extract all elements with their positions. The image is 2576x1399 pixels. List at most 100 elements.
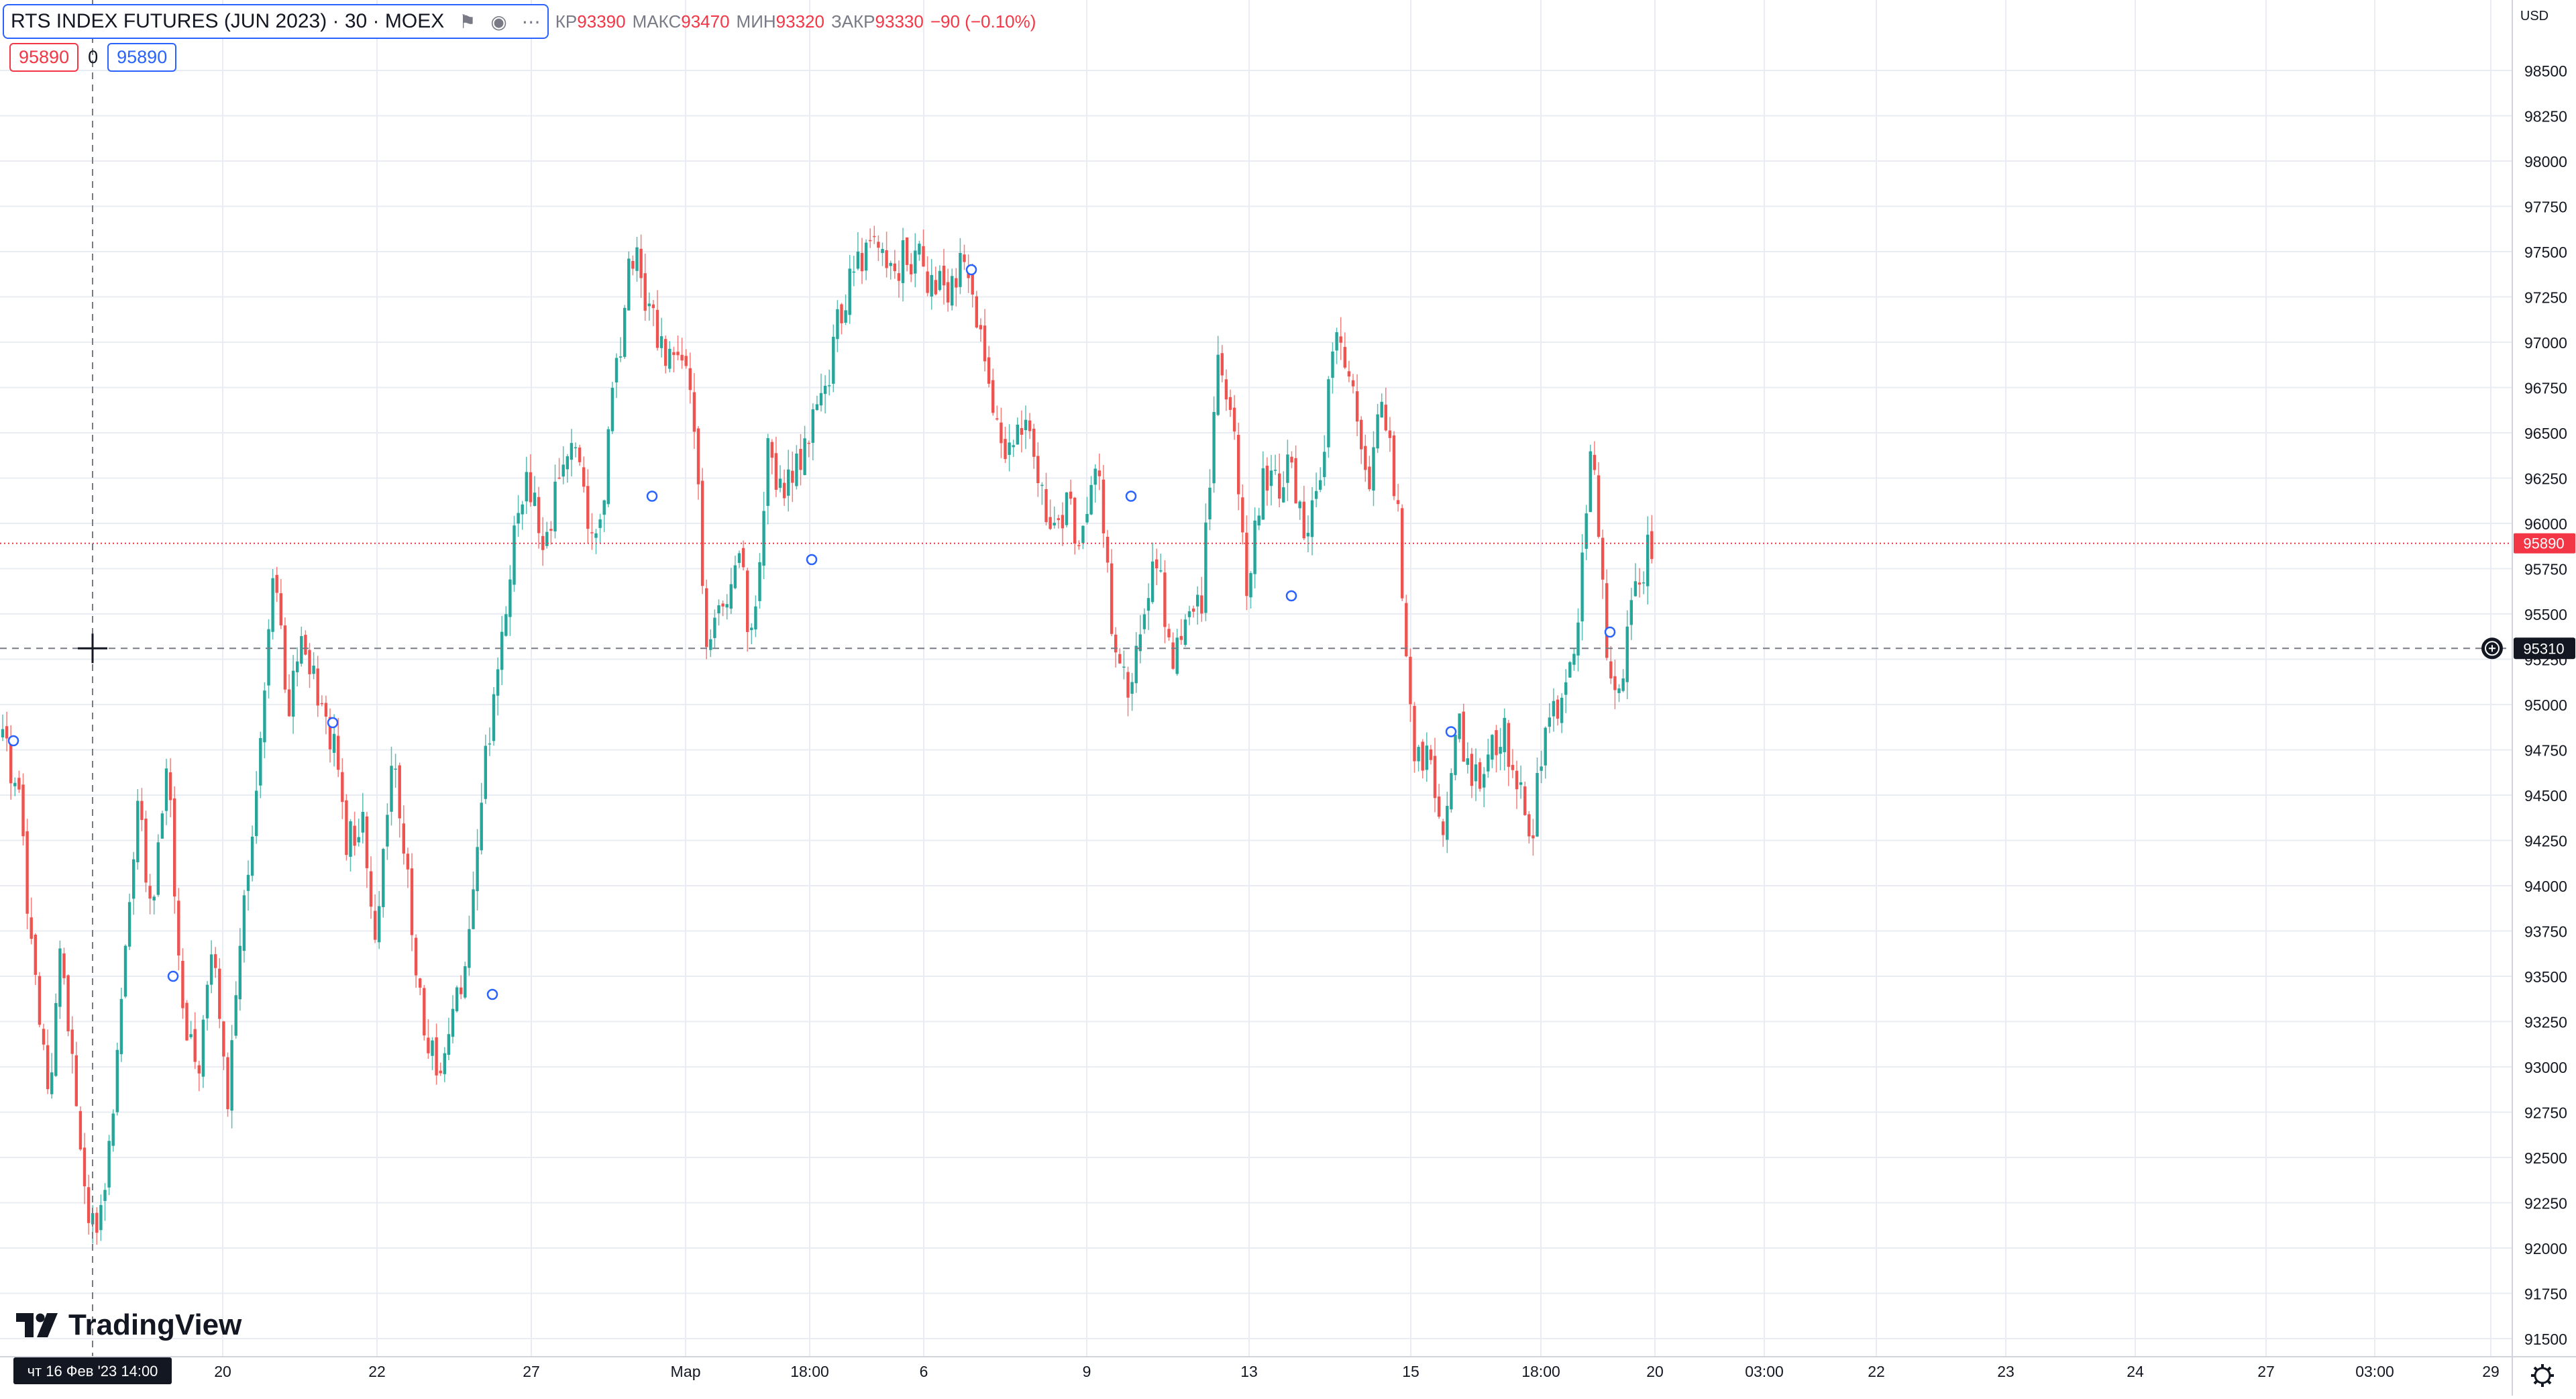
candle-body <box>341 772 344 802</box>
candle-body <box>1548 717 1551 727</box>
candle-body <box>1417 747 1420 762</box>
candle-body <box>537 497 541 533</box>
open-label: КР <box>555 11 578 32</box>
candle-body <box>901 240 905 283</box>
candle-body <box>308 650 311 674</box>
tradingview-logo[interactable]: TradingView <box>16 1308 241 1342</box>
candle-body <box>508 579 512 617</box>
candle-body <box>586 486 590 529</box>
candle-body <box>1466 758 1469 765</box>
candle-body <box>74 1055 78 1106</box>
buy-button[interactable]: 95890 <box>107 43 177 72</box>
event-marker-icon <box>7 735 19 747</box>
candle-body <box>619 356 623 358</box>
candle-body <box>832 336 835 384</box>
candle-body <box>1228 397 1232 410</box>
candle-body <box>386 815 389 847</box>
settings-gear-icon[interactable] <box>2531 1364 2554 1387</box>
event-marker-icon <box>486 988 498 1000</box>
candle-body <box>672 352 676 356</box>
candle-body <box>30 917 33 939</box>
candle-body <box>930 274 933 297</box>
candle-body <box>38 976 42 1025</box>
y-tick-label: 93500 <box>2524 968 2567 986</box>
candle-body <box>1446 806 1449 840</box>
candle-body <box>209 954 213 985</box>
candle-body <box>218 968 221 1019</box>
candle-body <box>1065 492 1069 525</box>
candle-body <box>1187 611 1191 617</box>
candle-body <box>1405 603 1408 657</box>
candle-body <box>468 929 471 968</box>
more-icon[interactable]: ⋯ <box>521 11 541 32</box>
candle-body <box>275 574 278 593</box>
sell-button[interactable]: 95890 <box>9 43 79 72</box>
candle-body <box>1265 466 1269 491</box>
candle-body <box>197 1065 201 1074</box>
candle-body <box>140 800 144 821</box>
candle-body <box>938 270 942 291</box>
candle-body <box>312 665 315 674</box>
candle-body <box>676 352 680 356</box>
candle-body <box>1241 497 1244 533</box>
event-marker-icon <box>1604 626 1616 638</box>
candle-body <box>1433 756 1437 798</box>
candle-body <box>1560 697 1564 723</box>
candle-body <box>803 438 806 476</box>
candle-body <box>1511 765 1515 770</box>
candle-body <box>492 694 496 741</box>
candle-body <box>1208 487 1212 520</box>
candle-body <box>279 593 282 626</box>
event-marker-icon <box>1125 490 1137 502</box>
candle-body <box>991 380 995 413</box>
event-marker-icon <box>327 717 339 729</box>
y-tick-label: 98500 <box>2524 62 2567 80</box>
candle-body <box>1491 735 1494 760</box>
candle-body <box>602 500 606 515</box>
y-tick-label: 92750 <box>2524 1104 2567 1122</box>
x-tick-label: 20 <box>1646 1363 1664 1380</box>
candle-body <box>423 988 426 1036</box>
x-tick-label: 18:00 <box>1521 1363 1560 1380</box>
candle-body <box>897 273 901 281</box>
candle-body <box>1146 598 1150 611</box>
low-label: МИН <box>736 11 776 32</box>
candle-body <box>1159 570 1163 572</box>
candle-body <box>1216 354 1220 415</box>
candle-body <box>1310 500 1314 537</box>
plus-circle-icon[interactable] <box>2481 637 2503 660</box>
candle-body <box>1110 563 1114 634</box>
candle-body <box>1024 419 1028 431</box>
candle-body <box>1282 487 1285 503</box>
candle-body <box>1629 600 1633 625</box>
candle-body <box>1392 435 1396 497</box>
flag-icon[interactable]: ⚑ <box>459 11 476 32</box>
candle-body <box>353 825 356 846</box>
candle-body <box>214 954 217 968</box>
candle-body <box>103 1190 107 1201</box>
candle-body <box>1421 741 1424 771</box>
candle-body <box>651 304 655 309</box>
event-marker-icon <box>1445 726 1457 737</box>
y-tick-label: 97000 <box>2524 334 2567 352</box>
tradingview-logo-icon <box>16 1313 58 1337</box>
candle-body <box>668 348 672 369</box>
candle-body <box>263 690 266 743</box>
y-tick-label: 94750 <box>2524 742 2567 760</box>
candle-body <box>435 1037 438 1076</box>
symbol-title[interactable]: RTS INDEX FUTURES (JUN 2023) · 30 · MOEX <box>11 10 445 32</box>
candle-body <box>1044 488 1048 523</box>
candle-body <box>811 409 814 444</box>
candle-body <box>905 237 909 265</box>
crosshair-time-badge <box>13 1357 172 1384</box>
candle-body <box>1355 391 1359 422</box>
candle-body <box>1237 435 1240 495</box>
candle-body <box>864 242 868 271</box>
candle-body <box>631 260 635 269</box>
symbol-box[interactable]: RTS INDEX FUTURES (JUN 2023) · 30 · MOEX… <box>3 4 549 39</box>
candle-body <box>799 449 802 470</box>
eye-icon[interactable]: ◉ <box>490 11 507 32</box>
y-tick-label: 96000 <box>2524 515 2567 533</box>
